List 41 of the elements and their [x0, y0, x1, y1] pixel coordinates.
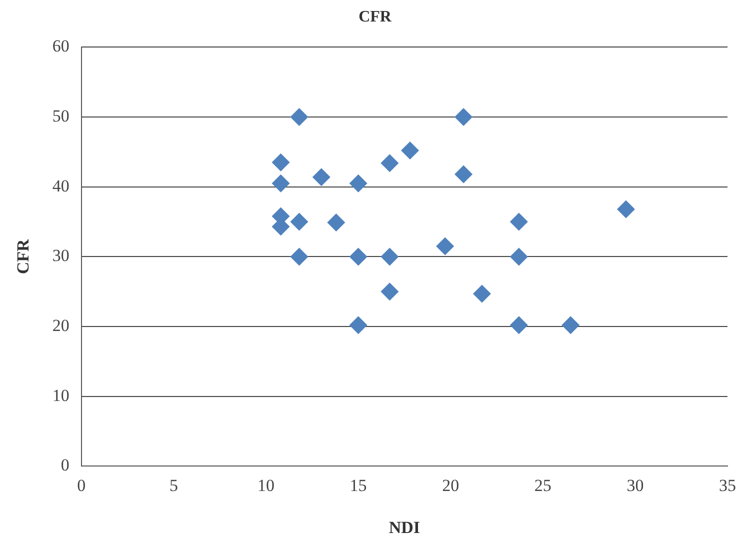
point	[290, 108, 308, 126]
y-tick-label: 0	[60, 456, 70, 475]
point	[349, 174, 368, 192]
x-tick-label: 30	[626, 476, 644, 495]
x-tick-label: 20	[442, 476, 460, 495]
point	[510, 212, 528, 231]
y-tick-label: 50	[52, 106, 70, 126]
x-tick-label: 10	[258, 476, 274, 495]
point	[272, 153, 290, 172]
y-tick-label: 30	[52, 246, 70, 266]
point	[380, 248, 399, 266]
point	[312, 168, 330, 186]
point	[400, 142, 419, 160]
point	[510, 248, 528, 266]
point	[327, 213, 346, 232]
y-tick-label: 20	[52, 316, 70, 335]
point	[290, 212, 308, 231]
x-tick-label: 15	[350, 476, 367, 495]
point	[349, 248, 368, 266]
y-tick-label: 40	[52, 176, 70, 196]
point	[380, 282, 399, 301]
chart-title: CFR	[358, 8, 392, 26]
x-tick-label: 25	[534, 476, 552, 495]
point	[472, 284, 491, 303]
y-tick-label: 60	[52, 36, 70, 56]
x-axis-title: NDI	[388, 518, 420, 538]
point	[290, 248, 308, 266]
y-tick-label: 10	[52, 386, 70, 405]
point	[349, 316, 368, 334]
x-tick-label: 5	[169, 476, 178, 495]
point	[436, 237, 454, 256]
point	[562, 316, 580, 334]
x-tick-label: 35	[719, 476, 736, 495]
point	[454, 165, 473, 184]
x-tick-label: 0	[77, 476, 86, 495]
point	[272, 174, 290, 192]
y-axis-title: CFR	[14, 238, 33, 274]
point	[616, 200, 635, 218]
point	[510, 316, 528, 334]
point	[454, 108, 473, 126]
point	[380, 154, 399, 172]
